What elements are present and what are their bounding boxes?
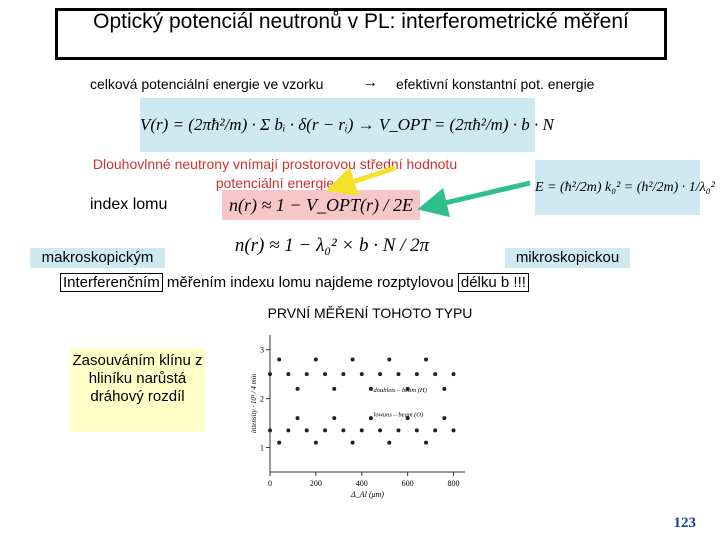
data-point [424, 357, 428, 362]
yellow-arrow [325, 165, 396, 196]
x-tick-label: 400 [356, 479, 368, 488]
legend-entry: lowuns – beam (O) [374, 411, 424, 418]
data-point [277, 357, 282, 362]
x-tick-label: 800 [448, 479, 460, 488]
macro-label: makroskopickým [30, 248, 165, 268]
data-point [295, 416, 300, 421]
green-arrow [417, 180, 531, 218]
first-measurement: PRVNÍ MĚŘENÍ TOHOTO TYPU [267, 305, 473, 321]
data-point [424, 440, 428, 445]
data-point [304, 428, 309, 433]
data-point [268, 428, 272, 433]
data-point [378, 428, 383, 433]
data-point [341, 428, 346, 433]
formula-index: n(r) ≈ 1 − V_OPT(r) / 2E [222, 190, 420, 220]
y-tick-label: 3 [260, 346, 264, 355]
micro-label: mikroskopickou [505, 248, 630, 268]
formula-energy: E = (ħ²/2m) k₀² = (h²/2m) · 1/λ₀² [535, 160, 715, 215]
data-point [286, 428, 291, 433]
data-point [387, 440, 392, 445]
intro-arrow: → [362, 74, 378, 91]
data-point [414, 428, 419, 433]
data-point [341, 372, 346, 377]
y-tick-label: 1 [260, 444, 264, 453]
data-point [368, 416, 373, 421]
index-label: index lomu [90, 196, 168, 213]
x-tick-label: 0 [268, 479, 272, 488]
data-point [378, 372, 383, 377]
legend-entry: doublets – beam (H) [374, 387, 427, 394]
data-point [396, 372, 401, 377]
data-point [332, 386, 337, 391]
data-point [350, 357, 355, 362]
data-point [396, 428, 401, 433]
data-point [359, 428, 364, 433]
data-point [433, 372, 438, 377]
data-point [323, 428, 328, 433]
data-point [323, 372, 328, 377]
data-point [304, 372, 309, 377]
data-point [451, 428, 456, 433]
data-point [451, 372, 456, 377]
intro-right: efektivní konstantní pot. energie [396, 76, 595, 92]
data-point [442, 416, 447, 421]
data-point [268, 372, 272, 377]
callout: Zasouváním klínu z hliníku narůstá dráho… [70, 348, 205, 432]
data-point [359, 372, 364, 377]
data-point [313, 357, 318, 362]
conclusion-start: Interferenčním [60, 273, 163, 292]
conclusion-end: délku b !!! [457, 273, 529, 292]
data-point [405, 386, 410, 391]
conclusion-middle: měřením indexu lomu najdeme rozptylovou [166, 274, 454, 291]
data-point [286, 372, 291, 377]
x-tick-label: 200 [310, 479, 322, 488]
y-tick-label: 2 [260, 395, 264, 404]
formula-potential: V(r) = (2πħ²/m) · Σ bᵢ · δ(r − rᵢ) → V_O… [140, 98, 554, 152]
data-point [277, 440, 282, 445]
data-point [368, 386, 373, 391]
data-point [442, 386, 447, 391]
y-axis-label: intensity · 10³ / 4 min [250, 373, 258, 433]
data-point [414, 372, 419, 377]
intro-left: celková potenciální energie ve vzorku [90, 76, 324, 92]
plot: 0 200 400 600 800 1 2 3 Δ_Al (μm) intensity · 10³… [250, 335, 465, 499]
title: Optický potenciál neutronů v PL: interfe… [55, 8, 667, 60]
data-point [387, 357, 392, 362]
data-point [295, 386, 300, 391]
data-point [332, 416, 337, 421]
data-point [350, 440, 355, 445]
data-point [313, 440, 318, 445]
x-tick-label: 600 [402, 479, 414, 488]
data-point [433, 428, 438, 433]
conclusion: Interferenčním měřením indexu lomu najde… [60, 273, 529, 293]
page-number: 123 [674, 515, 697, 531]
data-point [405, 416, 410, 421]
note: Dlouhovlnné neutrony vnímají prostorovou… [92, 156, 458, 191]
formula-index-b: n(r) ≈ 1 − λ₀² × b · N / 2π [234, 235, 430, 256]
x-axis-label: Δ_Al (μm) [350, 490, 384, 499]
